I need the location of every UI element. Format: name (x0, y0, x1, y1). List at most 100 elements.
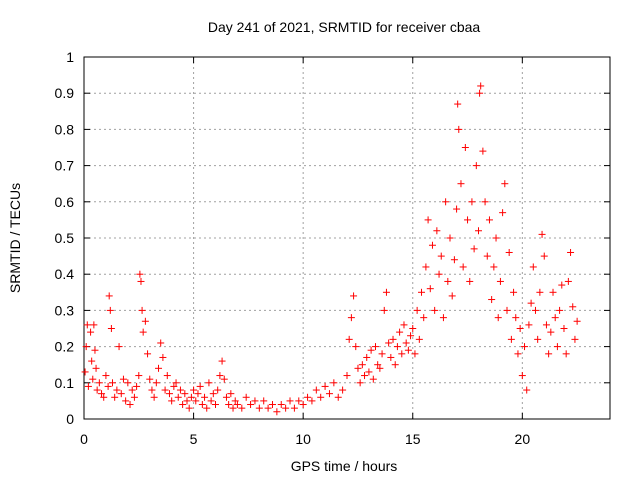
data-point (124, 379, 132, 387)
data-point (111, 393, 119, 401)
data-point (196, 382, 204, 390)
data-point (545, 350, 553, 358)
data-point (483, 252, 491, 260)
data-point (286, 397, 294, 405)
data-point (411, 350, 419, 358)
data-point (161, 386, 169, 394)
data-point (505, 248, 513, 256)
data-point (198, 401, 206, 409)
data-point (380, 306, 388, 314)
data-point (163, 372, 171, 380)
data-point (229, 404, 237, 412)
data-point (347, 314, 355, 322)
data-point (255, 404, 263, 412)
grid-lines (84, 57, 610, 419)
data-point (569, 303, 577, 311)
data-point (100, 393, 108, 401)
data-point (88, 357, 96, 365)
data-point (507, 335, 515, 343)
data-point (133, 382, 141, 390)
data-point (174, 393, 182, 401)
data-point (424, 216, 432, 224)
data-point (573, 317, 581, 325)
data-point (536, 288, 544, 296)
data-point (214, 386, 222, 394)
data-point (339, 386, 347, 394)
data-point (564, 277, 572, 285)
data-point (490, 263, 498, 271)
data-point (157, 339, 165, 347)
data-point (89, 375, 97, 383)
y-axis-label: SRMTID / TECUs (7, 183, 23, 293)
data-point (466, 277, 474, 285)
data-point (260, 397, 268, 405)
data-point (442, 198, 450, 206)
data-point (152, 379, 160, 387)
data-point (113, 386, 121, 394)
y-tick-label: 0.1 (55, 375, 75, 391)
data-point (251, 397, 259, 405)
data-point (356, 379, 364, 387)
data-point (527, 299, 535, 307)
x-axis-label: GPS time / hours (291, 458, 398, 474)
y-tick-label: 0.3 (55, 302, 75, 318)
data-point (409, 325, 417, 332)
data-point (367, 346, 375, 354)
data-point (492, 234, 500, 242)
data-point (181, 390, 189, 398)
plot-frame (83, 56, 611, 420)
data-point (402, 339, 410, 347)
data-point (130, 393, 138, 401)
data-point (453, 205, 461, 213)
data-point (499, 209, 507, 217)
data-point (560, 325, 568, 332)
data-point (558, 281, 566, 289)
data-point (358, 361, 366, 369)
data-point (203, 404, 211, 412)
data-point (190, 386, 198, 394)
data-point (194, 390, 202, 398)
data-point (496, 277, 504, 285)
data-point (516, 325, 524, 332)
data-point (207, 397, 215, 405)
data-point (510, 288, 518, 296)
data-point (479, 147, 487, 155)
data-point (295, 397, 303, 405)
data-point (238, 404, 246, 412)
x-tick-label: 0 (80, 431, 88, 447)
data-point (201, 393, 209, 401)
data-point (404, 346, 412, 354)
data-point (389, 335, 397, 343)
data-point (472, 162, 480, 170)
data-point (93, 386, 101, 394)
data-point (542, 321, 550, 329)
data-point (354, 364, 362, 372)
data-point (170, 382, 178, 390)
data-point (361, 372, 369, 380)
data-point (90, 321, 98, 329)
chart-title: Day 241 of 2021, SRMTID for receiver cba… (208, 19, 481, 35)
data-point (304, 393, 312, 401)
data-point (212, 401, 219, 409)
data-point (376, 364, 384, 372)
data-point (448, 292, 456, 300)
data-point (538, 230, 546, 238)
data-point (571, 335, 579, 343)
data-point (209, 390, 217, 398)
data-point (481, 198, 489, 206)
data-point (407, 332, 415, 340)
data-point (525, 321, 533, 329)
data-point (225, 401, 233, 409)
data-point (136, 270, 144, 278)
data-point (321, 382, 329, 390)
data-point (135, 372, 143, 380)
data-point (159, 353, 167, 361)
y-tick-label: 0.8 (55, 121, 75, 137)
data-point (454, 100, 462, 108)
data-point (523, 386, 531, 394)
data-point (531, 306, 539, 314)
data-point (551, 314, 559, 322)
data-point (87, 328, 95, 336)
data-point (299, 401, 307, 409)
y-tick-label: 1 (66, 49, 74, 65)
